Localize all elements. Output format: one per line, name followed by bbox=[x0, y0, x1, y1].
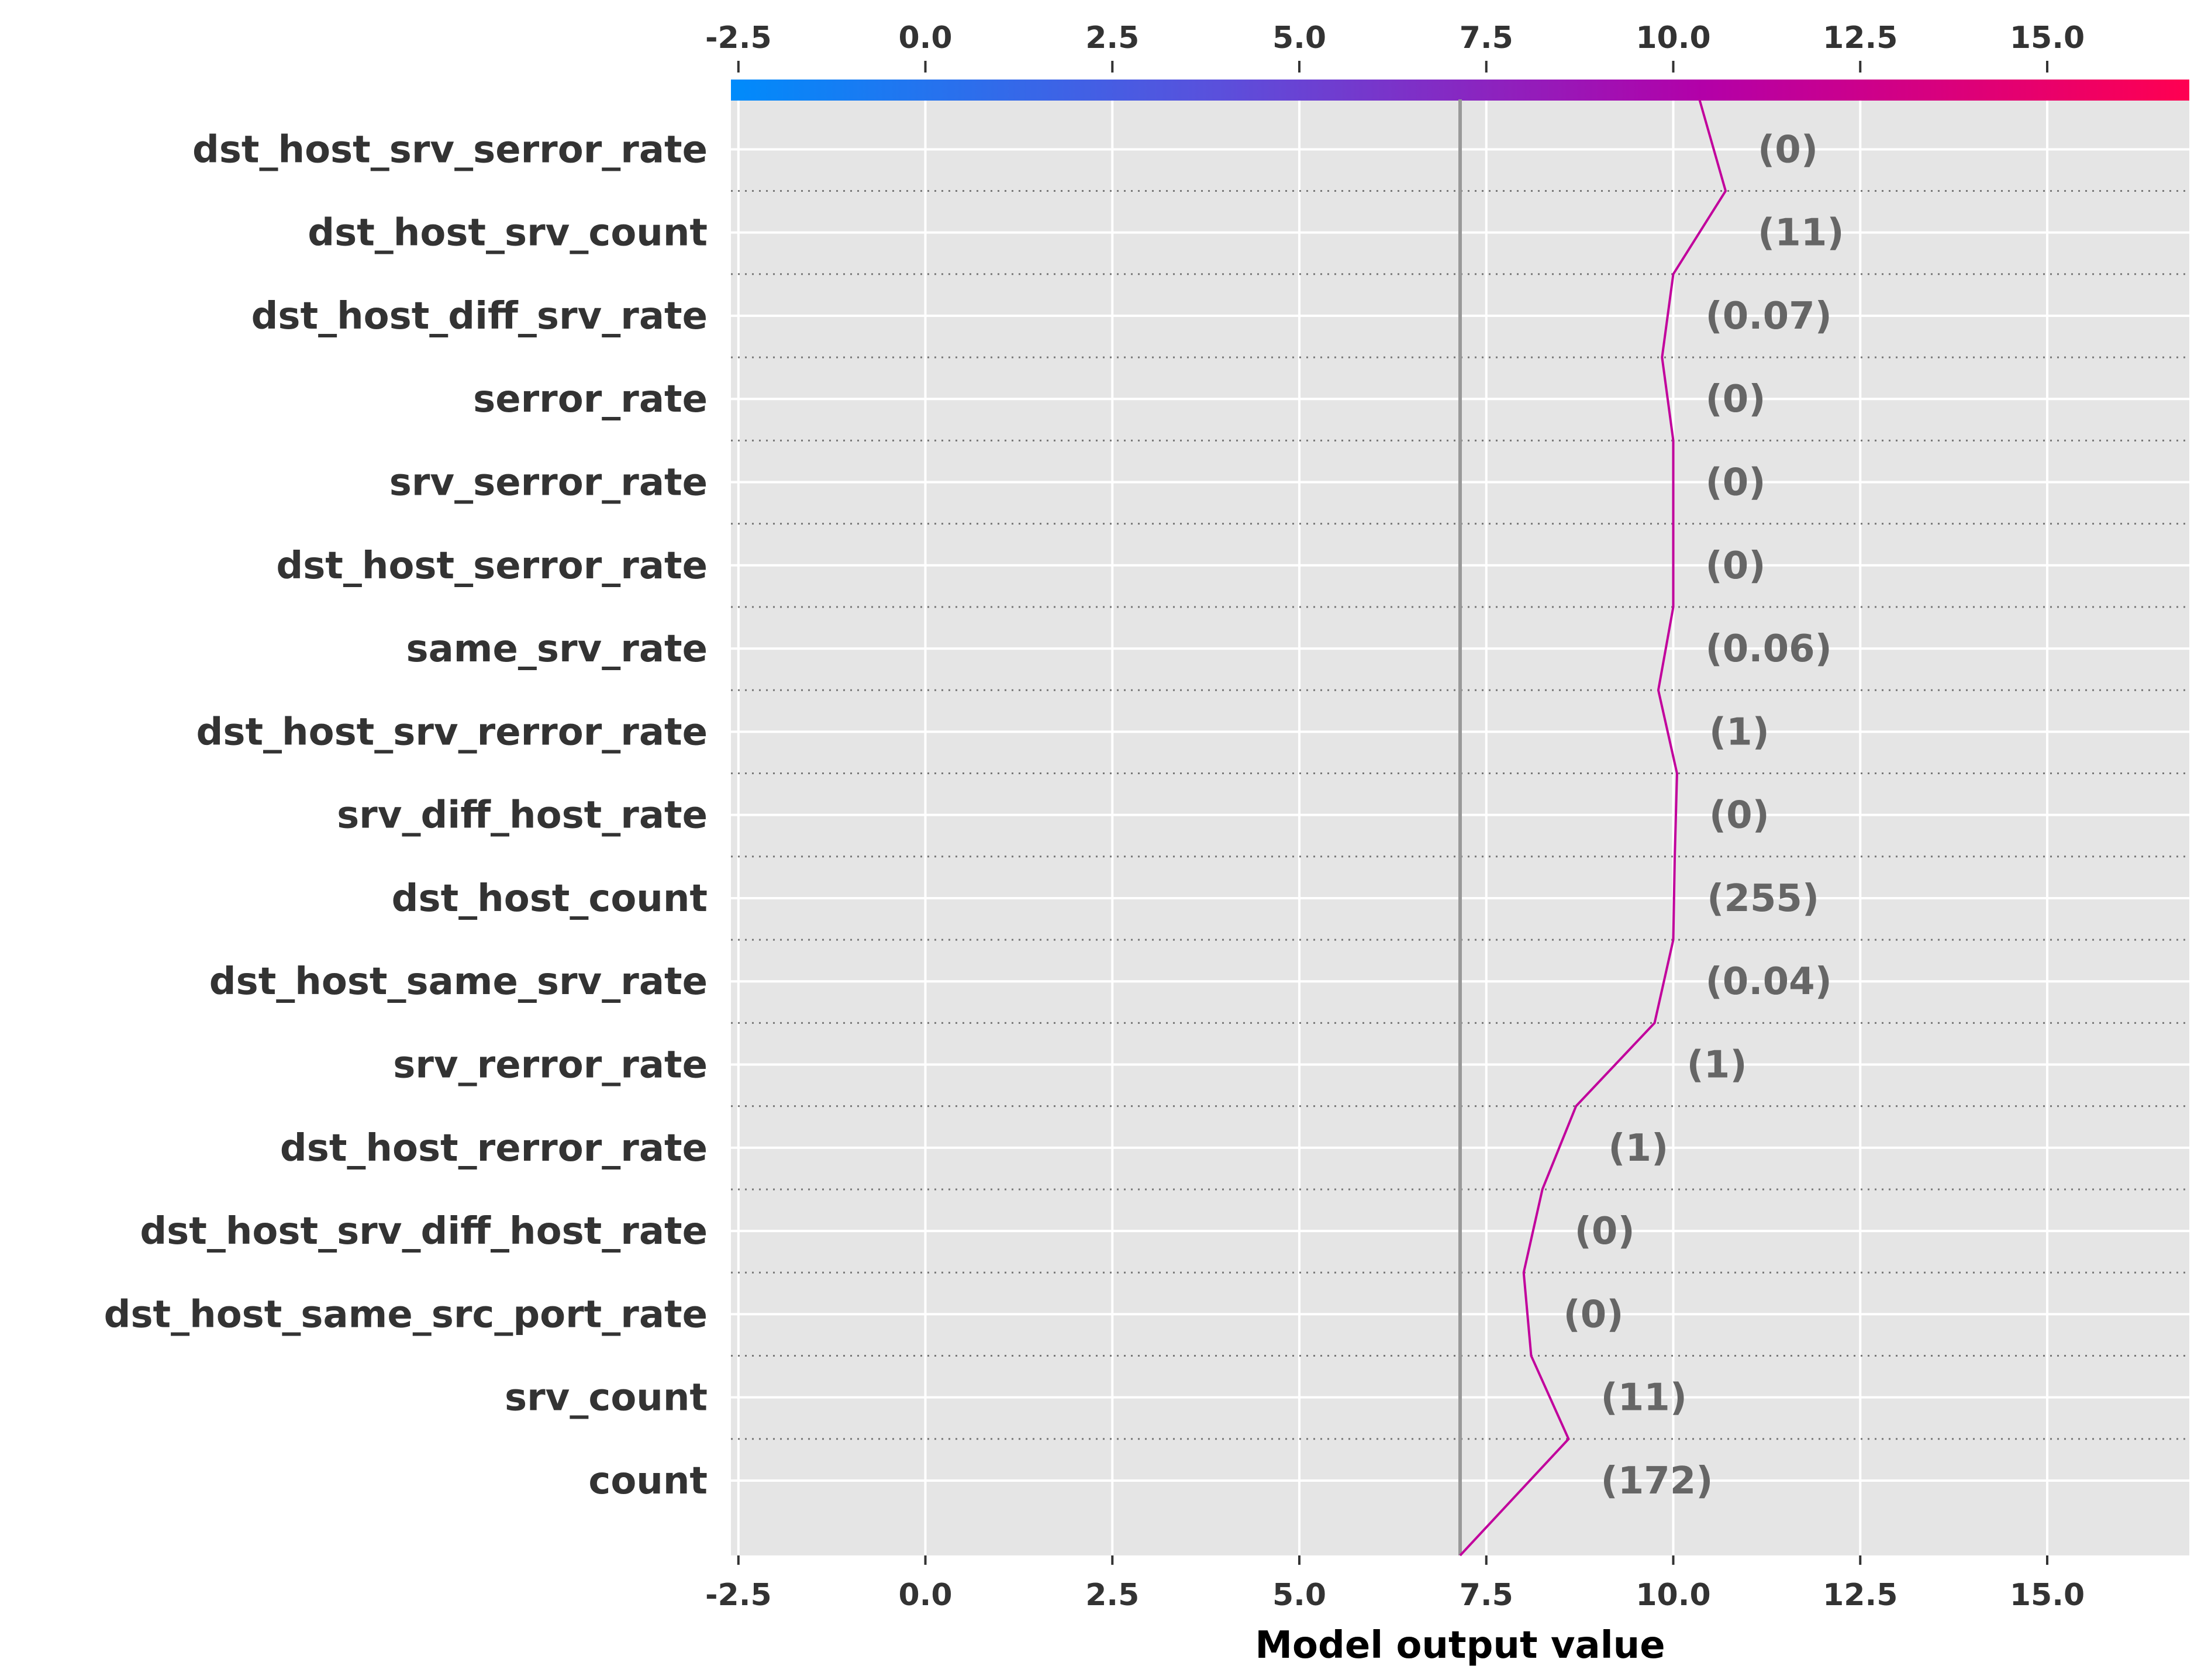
feature-value-label: (172) bbox=[1600, 1460, 1713, 1503]
bottom-tick-label: 7.5 bbox=[1460, 1578, 1513, 1613]
top-tick-label: 15.0 bbox=[2010, 20, 2085, 56]
feature-value-label: (0) bbox=[1758, 128, 1818, 171]
feature-label: dst_host_srv_count bbox=[308, 212, 708, 255]
feature-value-label: (0) bbox=[1575, 1210, 1635, 1253]
bottom-tick-labels: -2.5 0.0 2.5 5.0 7.5 10.0 12.5 15.0 bbox=[705, 1555, 2085, 1613]
top-tick-label: 5.0 bbox=[1272, 20, 1326, 56]
feature-label: serror_rate bbox=[473, 378, 708, 421]
bottom-tick-label: -2.5 bbox=[705, 1578, 772, 1613]
top-tick-label: 10.0 bbox=[1636, 20, 1710, 56]
bottom-tick-label: 10.0 bbox=[1636, 1578, 1710, 1613]
feature-label: dst_host_srv_rerror_rate bbox=[196, 710, 708, 754]
feature-value-label: (0) bbox=[1709, 794, 1769, 837]
top-tick-label: -2.5 bbox=[705, 20, 772, 56]
feature-value-label: (0) bbox=[1706, 461, 1766, 505]
top-tick-label: 7.5 bbox=[1460, 20, 1513, 56]
bottom-tick-label: 15.0 bbox=[2010, 1578, 2085, 1613]
feature-label: count bbox=[588, 1460, 708, 1503]
feature-label: dst_host_rerror_rate bbox=[280, 1127, 708, 1170]
colorbar bbox=[731, 80, 2189, 101]
bottom-tick-label: 12.5 bbox=[1823, 1578, 1898, 1613]
feature-value-labels: (0) (11) (0.07) (0) (0) (0) (0.06) (1) (0) (255) (… bbox=[1564, 128, 1844, 1503]
feature-value-label: (0.04) bbox=[1706, 960, 1832, 1003]
top-tick-label: 12.5 bbox=[1823, 20, 1898, 56]
feature-label: dst_host_srv_serror_rate bbox=[192, 128, 708, 171]
feature-label: dst_host_count bbox=[392, 877, 708, 920]
feature-value-label: (11) bbox=[1600, 1377, 1687, 1420]
feature-value-label: (0) bbox=[1706, 378, 1766, 421]
feature-value-label: (1) bbox=[1687, 1044, 1747, 1087]
feature-label: srv_diff_host_rate bbox=[337, 794, 708, 837]
feature-value-label: (1) bbox=[1709, 710, 1769, 754]
feature-value-label: (1) bbox=[1608, 1127, 1668, 1170]
feature-value-label: (0) bbox=[1564, 1293, 1624, 1336]
feature-value-label: (0.07) bbox=[1706, 295, 1832, 338]
top-tick-label: 2.5 bbox=[1085, 20, 1139, 56]
top-tick-labels: -2.5 0.0 2.5 5.0 7.5 10.0 12.5 15.0 bbox=[705, 20, 2085, 73]
bottom-tick-label: 5.0 bbox=[1272, 1578, 1326, 1613]
feature-labels: dst_host_srv_serror_rate dst_host_srv_cou… bbox=[104, 128, 708, 1503]
feature-label: dst_host_same_src_port_rate bbox=[104, 1293, 708, 1336]
feature-value-label: (255) bbox=[1707, 877, 1819, 920]
feature-label: srv_rerror_rate bbox=[393, 1044, 708, 1087]
feature-label: srv_count bbox=[505, 1377, 708, 1420]
decision-path-line bbox=[1459, 99, 1727, 1557]
feature-label: same_srv_rate bbox=[406, 627, 708, 671]
feature-label: dst_host_diff_srv_rate bbox=[251, 295, 708, 338]
feature-label: dst_host_srv_diff_host_rate bbox=[140, 1210, 708, 1253]
feature-value-label: (11) bbox=[1758, 212, 1844, 255]
feature-value-label: (0) bbox=[1706, 544, 1766, 588]
feature-label: srv_serror_rate bbox=[389, 461, 708, 505]
feature-value-label: (0.06) bbox=[1706, 627, 1832, 671]
top-tick-label: 0.0 bbox=[898, 20, 952, 56]
bottom-tick-label: 2.5 bbox=[1085, 1578, 1139, 1613]
x-axis-title: Model output value bbox=[1255, 1624, 1665, 1667]
feature-label: dst_host_same_srv_rate bbox=[209, 960, 708, 1003]
bottom-tick-label: 0.0 bbox=[898, 1578, 952, 1613]
feature-label: dst_host_serror_rate bbox=[276, 544, 708, 588]
